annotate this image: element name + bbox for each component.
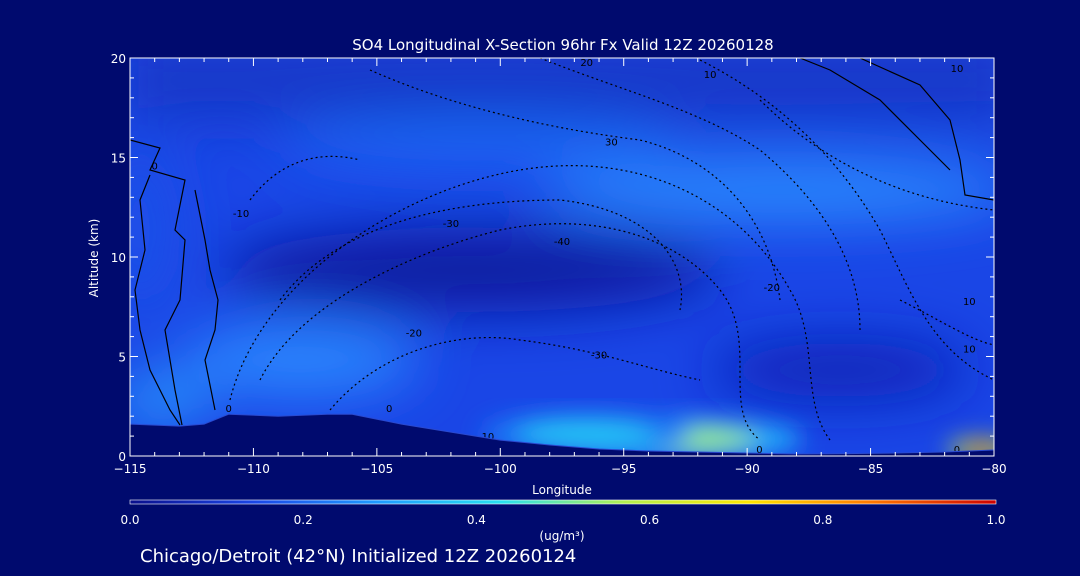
contour-dot-9 [899, 299, 994, 346]
contour-solid-top [799, 58, 951, 171]
contour-label-16: 0 [756, 445, 762, 456]
contour-solid-mid [194, 189, 219, 411]
chart-title: SO4 Longitudinal X-Section 96hr Fx Valid… [352, 36, 773, 54]
x-axis-label: Longitude [532, 483, 592, 497]
colorbar-tick-label: 0.2 [294, 513, 313, 527]
x-tick-label: −115 [114, 462, 147, 476]
contour-label-10: 10 [963, 345, 976, 356]
dotted-contours [229, 58, 994, 441]
colorbar-tick-label: 0.4 [467, 513, 486, 527]
contour-dot-10 [249, 155, 361, 201]
contour-label-6: -30 [443, 219, 459, 230]
upper-band-dark [130, 58, 994, 120]
y-tick-label: 20 [111, 52, 126, 66]
contour-label-1: 10 [704, 70, 717, 81]
caption: Chicago/Detroit (42°N) Initialized 12Z 2… [140, 546, 576, 567]
contour-dot-3 [279, 199, 682, 311]
contour-label-13: 0 [226, 404, 232, 415]
concentration-field: 20 10 10 30 0 -10 -30 -40 -20 10 10 -20 -30 0 0 10 0 0 [130, 58, 994, 456]
left-edge-band [130, 140, 180, 320]
y-tick-label: 0 [118, 450, 126, 464]
colorbar-ticks: 0.0 0.2 0.4 0.6 0.8 1.0 [120, 513, 1005, 527]
contour-label-8: -20 [764, 283, 780, 294]
contour-label-5: -10 [233, 209, 249, 220]
y-tick-label: 10 [111, 251, 126, 265]
mid-dark-core [220, 228, 720, 312]
colorbar-gradient [129, 499, 997, 505]
contour-label-15: 10 [482, 432, 495, 443]
x-tick-label: −90 [734, 462, 759, 476]
y-tick-label: 5 [118, 351, 126, 365]
contour-dot-7 [329, 337, 701, 411]
contour-label-9: 10 [963, 297, 976, 308]
upper-right-light-band [540, 160, 994, 220]
contour-dot-2 [229, 165, 831, 441]
right-dark-core [710, 342, 970, 398]
y-tick-label: 15 [111, 152, 126, 166]
upper-light-band [280, 118, 680, 162]
contour-label-17: 0 [954, 445, 960, 456]
contour-label-14: 0 [386, 404, 392, 415]
contour-solid-left [130, 139, 186, 426]
colorbar-tick-label: 0.6 [640, 513, 659, 527]
contour-label-11: -20 [406, 329, 422, 340]
contour-solid-topright [859, 58, 994, 201]
colorbar: 0.0 0.2 0.4 0.6 0.8 1.0 (ug/m³) [120, 499, 1006, 543]
contour-label-4: 0 [151, 161, 157, 172]
left-base-light [130, 378, 210, 422]
x-tick-label: −85 [858, 462, 883, 476]
field-shading [130, 58, 994, 422]
lower-left-light [180, 325, 420, 395]
contour-dot-5 [539, 58, 861, 331]
colorbar-tick-label: 0.8 [813, 513, 832, 527]
terrain-mask [130, 414, 994, 456]
x-tick-label: −80 [981, 462, 1006, 476]
x-tick-label: −110 [237, 462, 270, 476]
x-tick-label: −105 [360, 462, 393, 476]
colorbar-unit-label: (ug/m³) [539, 529, 584, 543]
contour-label-0: 20 [580, 58, 593, 69]
contour-label-7: -40 [554, 237, 570, 248]
hotspot-layer [481, 412, 994, 456]
x-axis: −115 −110 −105 −100 −95 −90 −85 −80 [114, 58, 1007, 476]
hotspot-core-1 [516, 422, 657, 447]
contour-layer [130, 58, 994, 441]
contour-label-layer: 20 10 10 30 0 -10 -30 -40 -20 10 10 -20 -30 0 0 10 0 0 [151, 58, 975, 456]
colorbar-tick-label: 1.0 [986, 513, 1005, 527]
terrain-outline [130, 413, 994, 455]
y-axis: 0 5 10 15 20 [111, 52, 994, 464]
x-tick-label: −100 [484, 462, 517, 476]
y-axis-label: Altitude (km) [87, 219, 101, 298]
x-tick-label: −95 [611, 462, 636, 476]
contour-dot-6 [699, 59, 994, 381]
colorbar-tick-label: 0.0 [120, 513, 139, 527]
contour-label-2: 10 [951, 64, 964, 75]
contour-solid-left-2 [134, 174, 181, 426]
contour-label-3: 30 [605, 138, 618, 149]
contour-label-12: -30 [591, 350, 607, 361]
